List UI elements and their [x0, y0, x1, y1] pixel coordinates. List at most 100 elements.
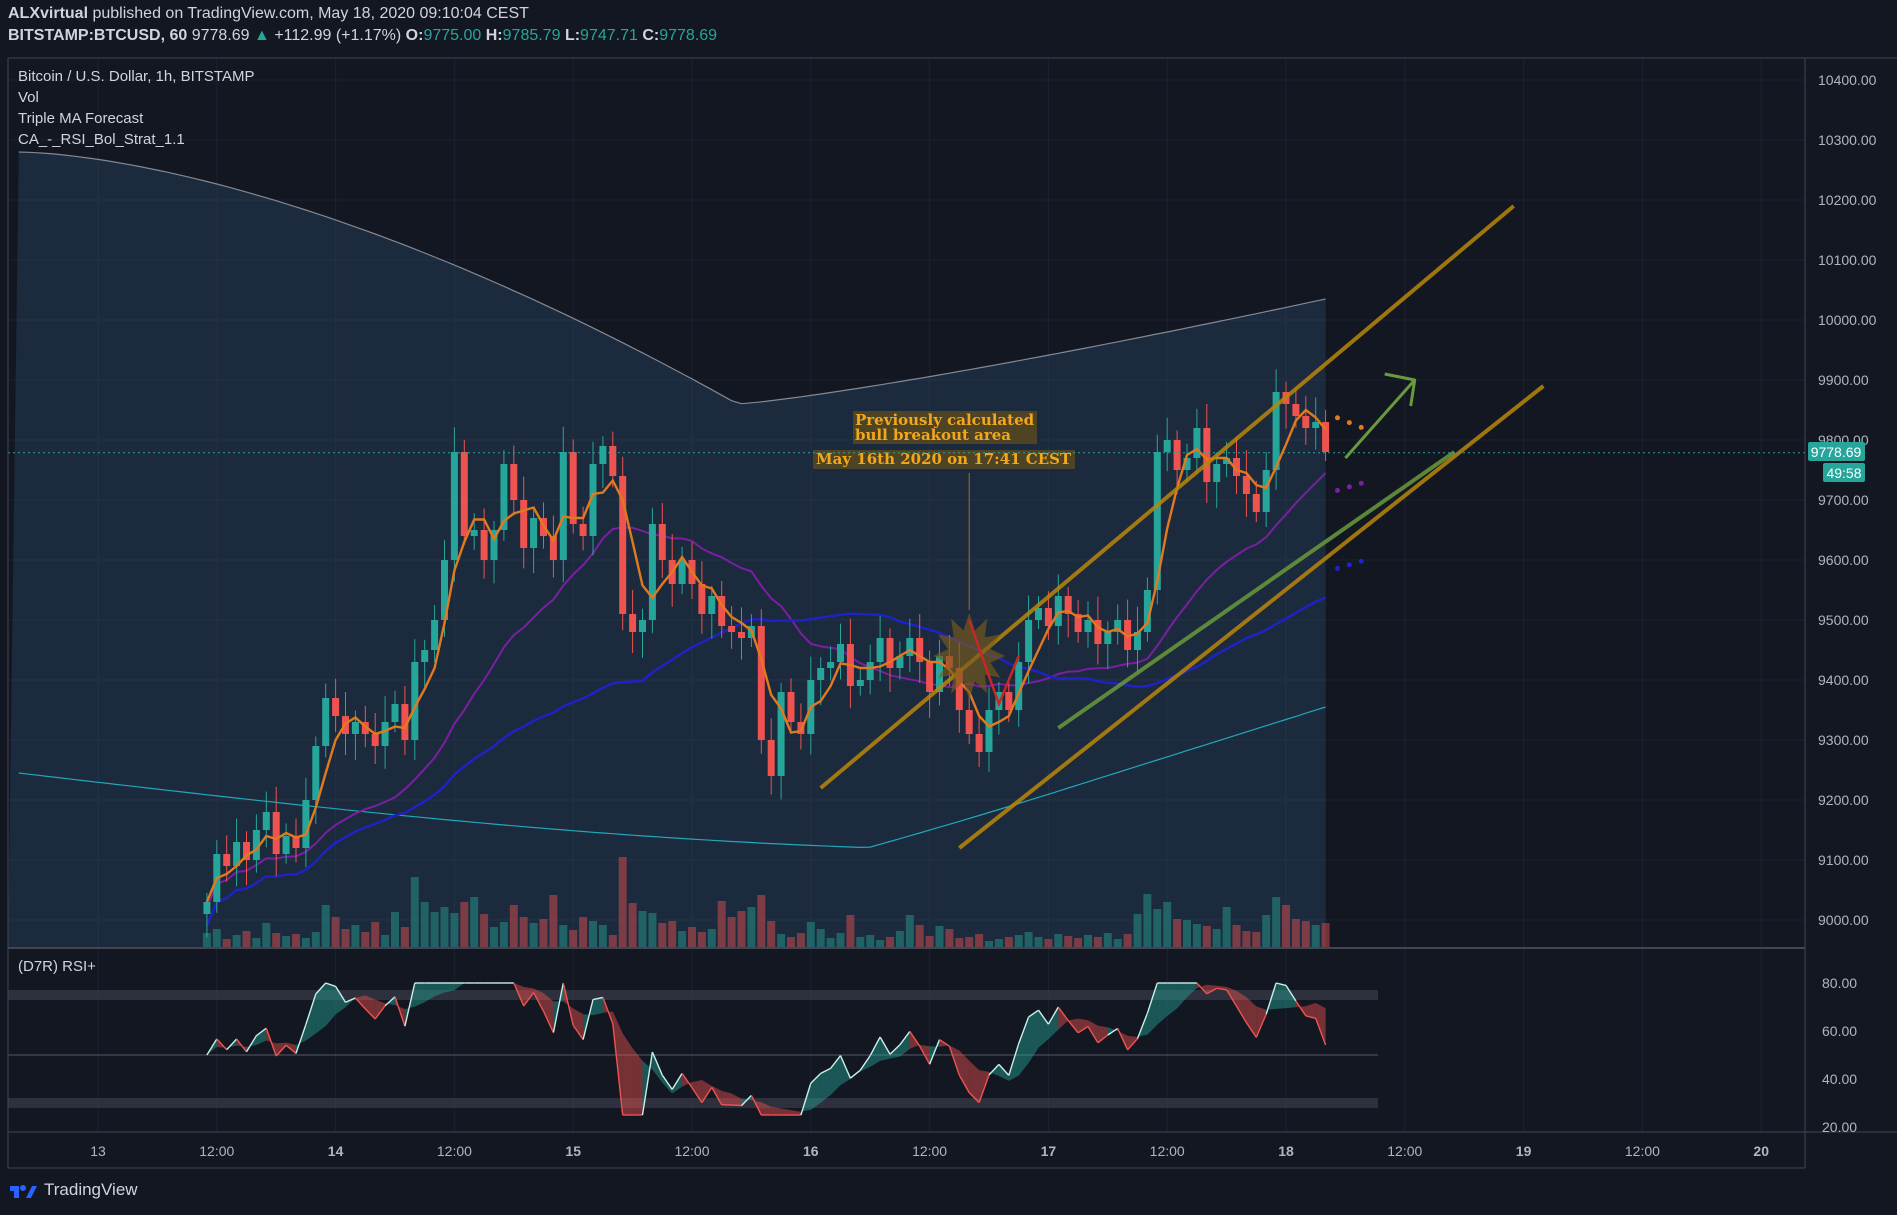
price-tick-label: 9400.00	[1818, 672, 1869, 688]
candle-body	[312, 746, 320, 800]
rsi-line	[889, 1044, 901, 1055]
ma-mid-line	[205, 472, 1327, 909]
rsi-line	[1295, 1000, 1307, 1017]
candle-body	[500, 464, 508, 530]
candle-body	[530, 518, 538, 548]
open-label: O:	[405, 27, 424, 44]
time-tick-label: 12:00	[199, 1143, 234, 1159]
volume-bar	[915, 925, 924, 947]
price-tick-label: 9200.00	[1818, 792, 1869, 808]
trend-channel-lines	[819, 204, 1545, 850]
rsi-line	[572, 1024, 584, 1041]
volume-bar	[1123, 934, 1132, 947]
time-tick-label: 12:00	[674, 1143, 709, 1159]
rsi-pane-label[interactable]: (D7R) RSI+	[18, 958, 96, 975]
legend-triple-ma[interactable]: Triple MA Forecast	[18, 110, 144, 127]
rsi-fill	[1177, 983, 1187, 1009]
volume-bar	[757, 895, 766, 947]
rsi-fill	[890, 1044, 900, 1059]
last-price: 9778.69	[191, 27, 250, 44]
candle-body	[223, 854, 231, 866]
volume-bar	[272, 933, 281, 947]
rsi-line	[265, 1027, 277, 1057]
candle-body	[678, 560, 686, 584]
price-axis[interactable]: 10400.00 10300.00 10200.00 10100.00 10000.00…	[1818, 72, 1877, 928]
rsi-fill	[820, 1068, 831, 1103]
volume-bar	[252, 938, 261, 947]
rsi-line	[513, 982, 525, 1007]
volume-bar	[242, 931, 251, 947]
candle-body	[965, 710, 973, 734]
candle-body	[1193, 428, 1201, 458]
volume-bar	[697, 932, 706, 947]
forecast-arrow	[1344, 372, 1417, 459]
rsi-line	[1235, 1005, 1247, 1023]
candle-body	[272, 812, 280, 854]
candle-body	[391, 704, 399, 722]
rsi-fill	[365, 995, 376, 1019]
candle-body	[1054, 596, 1062, 626]
rsi-fill	[1246, 997, 1257, 1038]
rsi-line	[552, 982, 564, 1033]
candle-body	[648, 524, 656, 620]
legend-strategy[interactable]: CA_-_RSI_Bol_Strat_1.1	[18, 131, 185, 148]
high-value: 9785.79	[502, 27, 561, 44]
rsi-axis[interactable]: 80.00 60.00 40.00 20.00	[1822, 975, 1857, 1135]
volume-bar	[925, 936, 934, 947]
channel-line	[958, 384, 1545, 850]
volume-bar	[490, 927, 498, 947]
candle-body	[936, 656, 943, 692]
time-tick-label: 12:00	[1625, 1143, 1660, 1159]
volume-bar	[737, 911, 746, 947]
candle-body	[639, 620, 646, 632]
volume-bar	[381, 935, 390, 947]
rsi-line	[206, 1038, 218, 1056]
volume-bar	[648, 913, 657, 947]
tradingview-logo[interactable]: TradingView	[8, 1180, 138, 1200]
volume-bar	[975, 934, 984, 947]
price-tick-label: 10000.00	[1818, 312, 1877, 328]
candle-body	[421, 650, 429, 662]
rsi-fill	[593, 997, 603, 1016]
author-name[interactable]: ALXvirtual	[8, 5, 89, 22]
legend-volume[interactable]: Vol	[18, 89, 39, 106]
candle-body	[1074, 614, 1082, 632]
ma-fast-line	[205, 408, 1327, 903]
rsi-line	[1008, 1043, 1020, 1076]
volume-bar	[1163, 902, 1172, 947]
candle-body	[866, 662, 874, 680]
tradingview-logo-icon	[10, 1185, 37, 1198]
rsi-line	[839, 1055, 852, 1079]
volume-bar	[1232, 925, 1241, 947]
time-tick-label: 18	[1278, 1143, 1294, 1159]
volume-bar	[707, 929, 716, 947]
volume-bar	[1222, 907, 1231, 947]
forecast-dot	[1346, 420, 1352, 426]
rsi-line	[978, 1074, 990, 1103]
legend-symbol-title[interactable]: Bitcoin / U.S. Dollar, 1h, BITSTAMP	[18, 68, 255, 85]
rsi-fill	[1305, 1002, 1316, 1019]
volume-bar	[777, 934, 786, 947]
rsi-fill	[731, 1093, 742, 1106]
open-value: 9775.00	[423, 27, 482, 44]
volume-bar	[1143, 894, 1152, 947]
rsi-fill	[1028, 1010, 1039, 1063]
symbol-name: BITSTAMP:BTCUSD, 60	[8, 27, 188, 44]
rsi-line	[1057, 1006, 1069, 1022]
rsi-line	[948, 1045, 960, 1076]
rsi-fill	[1058, 1007, 1069, 1030]
price-change: +112.99 (+1.17%)	[274, 27, 402, 44]
rsi-line	[1087, 1026, 1099, 1044]
time-axis[interactable]: 13 12:00 14 12:00 15 12:00 16 12:00 17 12:00 18 12:…	[90, 1143, 1769, 1159]
candle-body	[371, 734, 379, 746]
rsi-fill	[434, 983, 445, 997]
rsi-line	[325, 982, 336, 988]
volume-bar	[202, 933, 211, 947]
rsi-line	[1067, 1020, 1079, 1034]
annotation-line-1: Previously calculated	[855, 411, 1035, 429]
rsi-line	[245, 1035, 257, 1053]
rsi-fill	[315, 983, 326, 1034]
candle-body	[1134, 632, 1141, 650]
candle-body	[589, 464, 597, 536]
